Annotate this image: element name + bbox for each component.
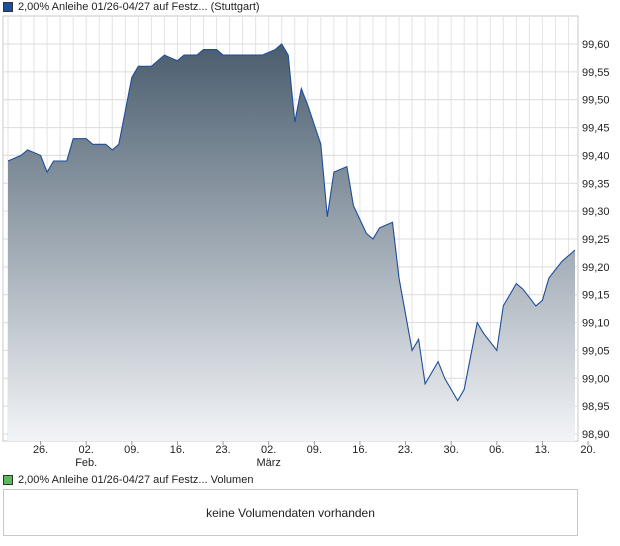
x-tick-label: 02. bbox=[79, 444, 94, 456]
y-tick-label: 99,25 bbox=[582, 234, 610, 246]
x-month-label: März bbox=[256, 457, 280, 469]
y-tick-label: 99,20 bbox=[582, 262, 610, 274]
x-tick-label: 09. bbox=[124, 444, 139, 456]
price-legend: 2,00% Anleihe 01/26-04/27 auf Festz... (… bbox=[3, 0, 260, 14]
x-tick-label: 16. bbox=[352, 444, 367, 456]
y-tick-label: 99,15 bbox=[582, 290, 610, 302]
y-tick-label: 99,30 bbox=[582, 206, 610, 218]
price-chart[interactable]: 99,60 99,55 99,50 99,45 99,40 99,35 99,30 99,25… bbox=[0, 0, 620, 472]
y-tick-label: 99,05 bbox=[582, 345, 610, 357]
x-tick-label: 16. bbox=[170, 444, 185, 456]
x-tick-label: 06. bbox=[489, 444, 504, 456]
y-tick-label: 98,90 bbox=[582, 429, 610, 441]
y-tick-label: 99,55 bbox=[582, 67, 610, 79]
price-legend-label: 2,00% Anleihe 01/26-04/27 auf Festz... (… bbox=[18, 1, 260, 13]
y-tick-label: 99,50 bbox=[582, 95, 610, 107]
volume-legend-label: 2,00% Anleihe 01/26-04/27 auf Festz... V… bbox=[18, 474, 254, 486]
y-tick-label: 99,60 bbox=[582, 39, 610, 51]
x-tick-label: 23. bbox=[215, 444, 230, 456]
x-tick-label: 23. bbox=[398, 444, 413, 456]
y-tick-label: 99,35 bbox=[582, 178, 610, 190]
y-tick-label: 99,45 bbox=[582, 123, 610, 135]
price-line bbox=[7, 43, 576, 402]
x-tick-label: 13. bbox=[535, 444, 550, 456]
volume-legend-swatch bbox=[3, 475, 13, 485]
x-tick-label: 30. bbox=[444, 444, 459, 456]
volume-legend: 2,00% Anleihe 01/26-04/27 auf Festz... V… bbox=[3, 473, 253, 487]
volume-panel: keine Volumendaten vorhanden bbox=[3, 489, 578, 536]
price-area-fill bbox=[8, 44, 575, 441]
y-tick-label: 99,40 bbox=[582, 150, 610, 162]
y-tick-label: 99,10 bbox=[582, 318, 610, 330]
y-axis: 99,60 99,55 99,50 99,45 99,40 99,35 99,30 99,25… bbox=[582, 39, 610, 441]
x-tick-label: 20. bbox=[580, 444, 595, 456]
x-tick-label: 26. bbox=[33, 444, 48, 456]
x-tick-label: 02. bbox=[261, 444, 276, 456]
y-tick-label: 98,95 bbox=[582, 401, 610, 413]
no-volume-message: keine Volumendaten vorhanden bbox=[206, 505, 375, 520]
x-tick-label: 09. bbox=[307, 444, 322, 456]
y-tick-label: 99,00 bbox=[582, 373, 610, 385]
price-legend-swatch bbox=[3, 2, 13, 12]
x-month-label: Feb. bbox=[75, 457, 97, 469]
